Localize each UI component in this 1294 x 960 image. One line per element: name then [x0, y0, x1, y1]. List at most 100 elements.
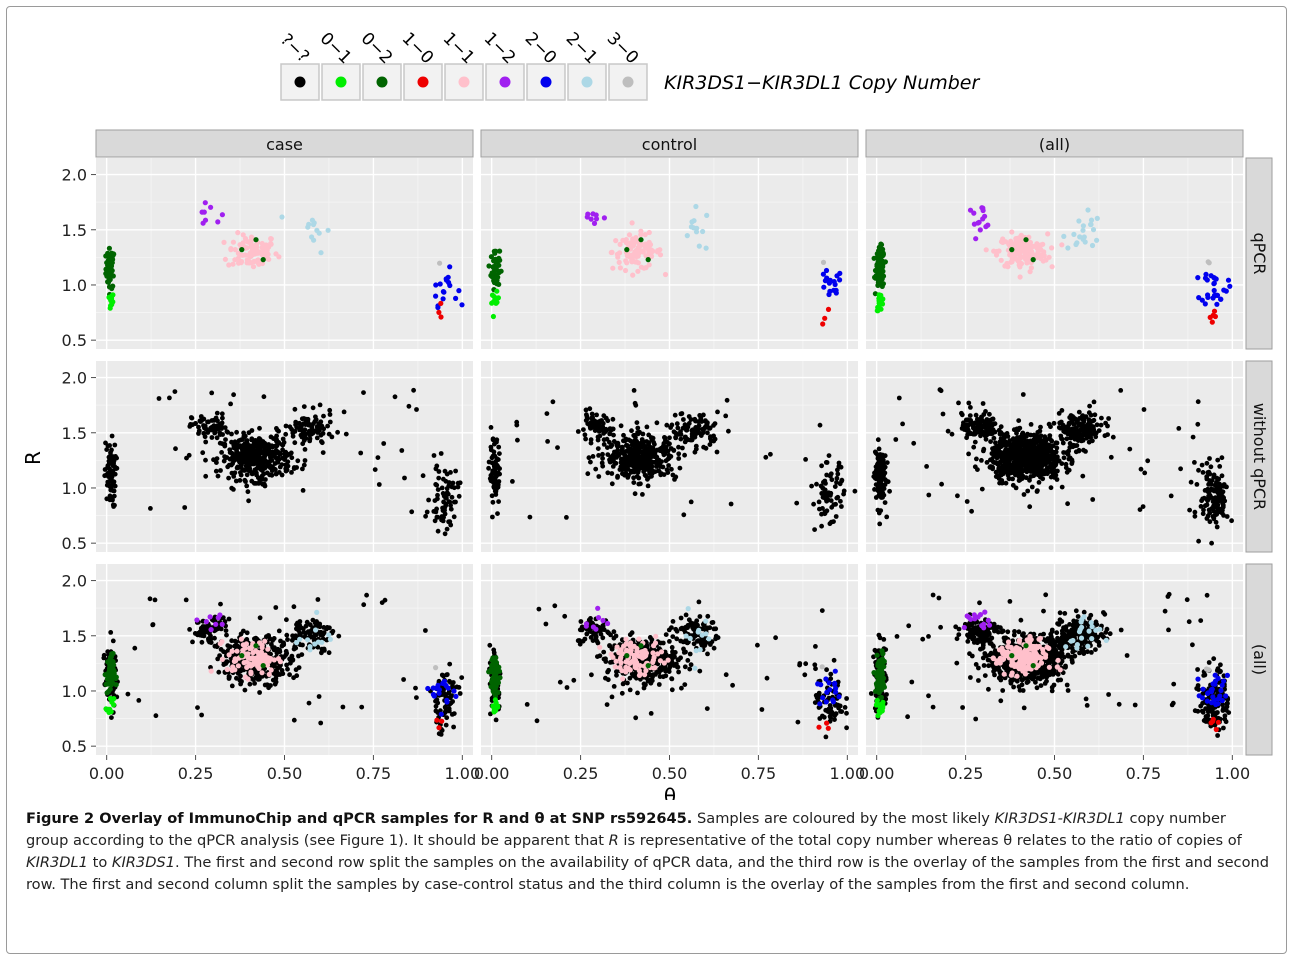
scatter-point	[981, 424, 986, 429]
scatter-point	[663, 673, 668, 678]
scatter-point	[326, 228, 331, 233]
scatter-point	[1000, 240, 1005, 245]
scatter-point	[488, 476, 493, 481]
scatter-point	[618, 265, 623, 270]
scatter-point	[960, 412, 965, 417]
scatter-point	[285, 667, 290, 672]
scatter-point	[1023, 453, 1028, 458]
scatter-point	[995, 462, 1000, 467]
scatter-point	[108, 630, 113, 635]
scatter-point	[693, 425, 698, 430]
scatter-point	[220, 657, 225, 662]
scatter-point	[451, 725, 456, 730]
scatter-point	[492, 650, 497, 655]
scatter-point	[637, 446, 642, 451]
scatter-point	[768, 452, 773, 457]
scatter-point	[157, 396, 162, 401]
scatter-point	[321, 625, 326, 630]
scatter-point	[277, 664, 282, 669]
scatter-point	[979, 458, 984, 463]
scatter-point	[704, 446, 709, 451]
scatter-point	[281, 641, 286, 646]
scatter-point	[452, 711, 457, 716]
scatter-point	[996, 467, 1001, 472]
scatter-point	[316, 597, 321, 602]
scatter-point	[1065, 428, 1070, 433]
scatter-point	[492, 442, 497, 447]
scatter-point	[109, 468, 114, 473]
scatter-point	[515, 438, 520, 443]
scatter-point	[1080, 228, 1085, 233]
scatter-point	[453, 469, 458, 474]
scatter-point	[624, 459, 629, 464]
scatter-point	[203, 434, 208, 439]
scatter-point	[252, 681, 257, 686]
scatter-point	[203, 200, 208, 205]
scatter-point	[319, 650, 324, 655]
scatter-point	[1229, 518, 1234, 523]
scatter-point	[607, 457, 612, 462]
scatter-point	[359, 705, 364, 710]
scatter-point	[1081, 223, 1086, 228]
scatter-point	[106, 266, 111, 271]
scatter-point	[657, 247, 662, 252]
scatter-point	[711, 423, 716, 428]
scatter-point	[603, 676, 608, 681]
scatter-point	[200, 640, 205, 645]
scatter-point	[262, 639, 267, 644]
scatter-point	[820, 485, 825, 490]
facet-strip-label: qPCR	[1250, 232, 1269, 274]
scatter-point	[202, 210, 207, 215]
scatter-point	[267, 672, 272, 677]
scatter-point	[880, 464, 885, 469]
scatter-point	[626, 447, 631, 452]
scatter-point	[109, 293, 114, 298]
scatter-point	[242, 443, 247, 448]
scatter-point	[629, 428, 634, 433]
scatter-point	[253, 237, 258, 242]
scatter-point	[377, 482, 382, 487]
scatter-point	[638, 237, 643, 242]
scatter-point	[651, 440, 656, 445]
y-tick-label: 0.5	[62, 331, 87, 350]
scatter-point	[824, 268, 829, 273]
scatter-point	[1005, 264, 1010, 269]
scatter-point	[884, 515, 889, 520]
scatter-point	[225, 667, 230, 672]
scatter-point	[841, 492, 846, 497]
scatter-point	[444, 699, 449, 704]
scatter-point	[618, 242, 623, 247]
scatter-point	[973, 440, 978, 445]
scatter-point	[229, 432, 234, 437]
scatter-point	[284, 633, 289, 638]
scatter-point	[489, 425, 494, 430]
scatter-point	[838, 499, 843, 504]
scatter-point	[1073, 242, 1078, 247]
scatter-point	[576, 429, 581, 434]
scatter-point	[997, 443, 1002, 448]
scatter-point	[583, 432, 588, 437]
scatter-point	[960, 426, 965, 431]
scatter-point	[433, 294, 438, 299]
scatter-point	[1044, 458, 1049, 463]
scatter-point	[1212, 288, 1217, 293]
scatter-point	[445, 490, 450, 495]
scatter-point	[648, 446, 653, 451]
scatter-point	[205, 630, 210, 635]
scatter-point	[209, 627, 214, 632]
scatter-point	[595, 654, 600, 659]
scatter-point	[1022, 247, 1027, 252]
scatter-point	[1209, 487, 1214, 492]
scatter-point	[245, 653, 250, 658]
y-tick-label: 0.5	[62, 534, 87, 553]
scatter-point	[486, 263, 491, 268]
scatter-point	[974, 413, 979, 418]
scatter-point	[433, 498, 438, 503]
scatter-point	[278, 451, 283, 456]
scatter-point	[255, 452, 260, 457]
scatter-point	[1060, 408, 1065, 413]
scatter-point	[1111, 435, 1116, 440]
scatter-point	[1009, 229, 1014, 234]
legend-label: 0−2	[357, 29, 397, 69]
scatter-point	[646, 475, 651, 480]
